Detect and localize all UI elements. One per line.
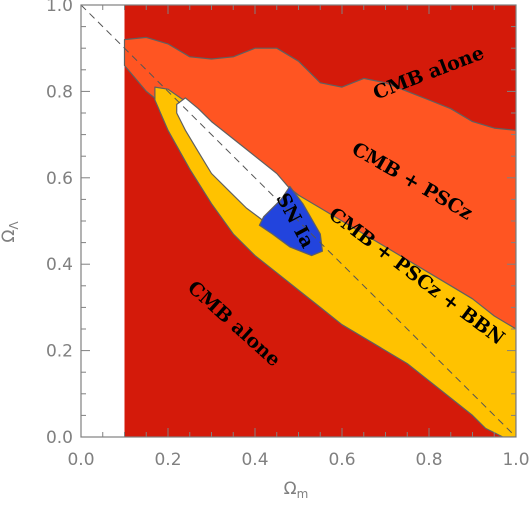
y-axis: 0.0 0.2 0.4 0.6 0.8 1.0: [46, 0, 516, 448]
y-tick-label: 0.8: [46, 82, 73, 102]
x-axis-label: Ωm: [284, 479, 309, 501]
x-tick-label: 0.2: [154, 450, 181, 470]
y-tick-label: 0.0: [46, 428, 73, 448]
x-tick-label: 1.0: [502, 450, 529, 470]
x-axis: 0.0 0.2 0.4 0.6 0.8 1.0: [67, 5, 530, 470]
y-tick-label: 1.0: [46, 0, 73, 16]
x-tick-label: 0.0: [67, 450, 94, 470]
x-tick-label: 0.6: [328, 450, 355, 470]
x-tick-label: 0.4: [241, 450, 268, 470]
contour-sn-ia: [258, 185, 323, 257]
excluded-region: [81, 5, 125, 437]
y-tick-label: 0.4: [46, 255, 73, 275]
x-tick-label: 0.8: [415, 450, 442, 470]
y-tick-label: 0.6: [46, 169, 73, 189]
y-axis-label: ΩΛ: [0, 221, 21, 243]
y-tick-label: 0.2: [46, 342, 73, 362]
flat-universe-line: [81, 5, 516, 437]
